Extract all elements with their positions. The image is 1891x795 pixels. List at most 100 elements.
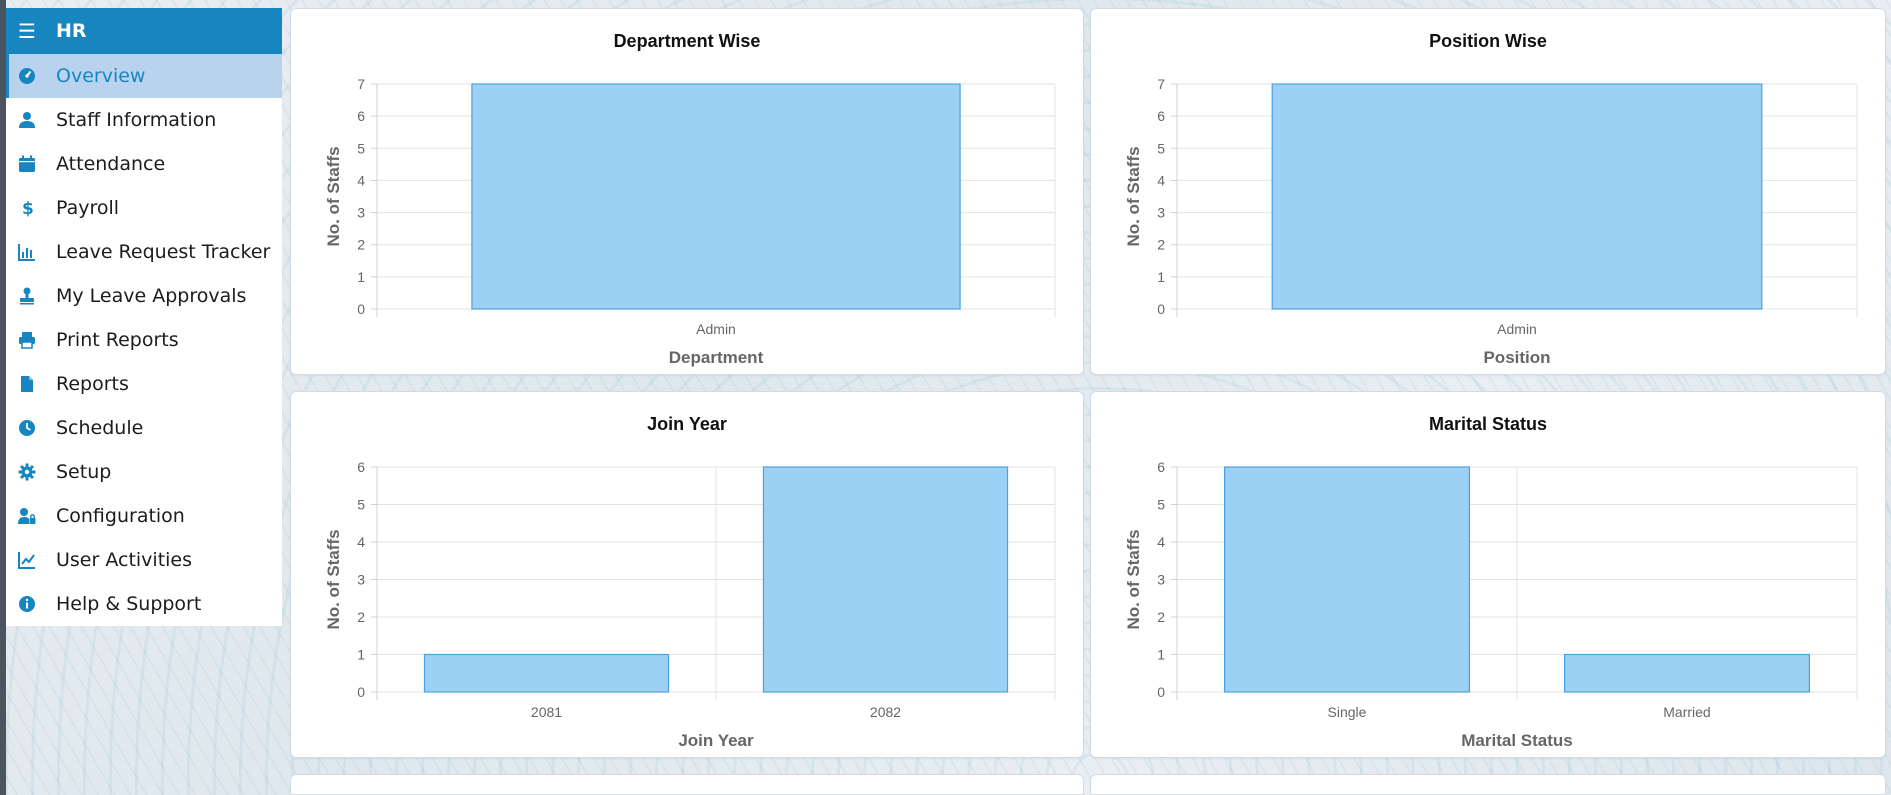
x-axis-title: Join Year bbox=[678, 731, 754, 750]
y-tick-label: 1 bbox=[357, 647, 365, 663]
sidebar-item-setup[interactable]: Setup bbox=[6, 450, 282, 494]
chart-title: Join Year bbox=[647, 414, 727, 434]
sidebar-item-label: Print Reports bbox=[56, 329, 179, 351]
y-tick-label: 6 bbox=[357, 108, 365, 124]
y-tick-label: 5 bbox=[357, 497, 365, 513]
y-tick-label: 4 bbox=[1157, 172, 1165, 188]
sidebar-item-label: Leave Request Tracker bbox=[56, 241, 271, 263]
sidebar-item-overview[interactable]: Overview bbox=[6, 54, 282, 98]
stamp-icon bbox=[16, 285, 38, 307]
department-bar-chart: 0 1 2 3 4 5 6 7 Admin Department No. of Staffs bbox=[324, 76, 1056, 367]
sidebar-item-payroll[interactable]: $ Payroll bbox=[6, 186, 282, 230]
x-tick-label: Admin bbox=[696, 321, 736, 337]
y-tick-label: 0 bbox=[1157, 301, 1165, 317]
hamburger-icon[interactable]: ☰ bbox=[18, 19, 36, 43]
sidebar-item-user-activities[interactable]: User Activities bbox=[6, 538, 282, 582]
user-lock-icon bbox=[16, 505, 38, 527]
y-tick-label: 4 bbox=[357, 172, 365, 188]
sidebar-item-configuration[interactable]: Configuration bbox=[6, 494, 282, 538]
y-tick-label: 0 bbox=[1157, 684, 1165, 700]
y-tick-label: 5 bbox=[1157, 497, 1165, 513]
x-tick-label: 2082 bbox=[870, 704, 901, 720]
join-year-bar-chart: 0 1 2 3 4 5 6 2081 2082 Join Year No. of Staffs bbox=[324, 459, 1056, 750]
sidebar-title: HR bbox=[56, 20, 87, 42]
bar-married[interactable] bbox=[1564, 653, 1811, 693]
bar-admin[interactable] bbox=[471, 83, 961, 310]
sidebar-item-label: Help & Support bbox=[56, 593, 202, 615]
sidebar-item-label: Reports bbox=[56, 373, 129, 395]
sidebar-item-leave-request-tracker[interactable]: Leave Request Tracker bbox=[6, 230, 282, 274]
printer-icon bbox=[16, 329, 38, 351]
y-tick-label: 2 bbox=[357, 237, 365, 253]
position-bar-chart: 0 1 2 3 4 5 6 7 Admin Position No. of Staffs bbox=[1124, 76, 1858, 367]
x-tick-label: Single bbox=[1328, 704, 1367, 720]
sidebar-item-label: Configuration bbox=[56, 505, 185, 527]
y-tick-label: 6 bbox=[357, 459, 365, 475]
x-axis-title: Position bbox=[1483, 348, 1550, 367]
clock-icon bbox=[16, 417, 38, 439]
chart-card-position: Position Wise 0 1 2 3 4 5 6 7 Admin Position No. o… bbox=[1090, 8, 1886, 375]
y-tick-label: 3 bbox=[357, 572, 365, 588]
y-tick-label: 6 bbox=[1157, 459, 1165, 475]
bar-chart-icon bbox=[16, 241, 38, 263]
y-tick-label: 3 bbox=[1157, 572, 1165, 588]
chart-card-partial bbox=[1090, 774, 1886, 795]
y-tick-label: 6 bbox=[1157, 108, 1165, 124]
bar-2082[interactable] bbox=[762, 466, 1009, 693]
y-tick-label: 7 bbox=[357, 76, 365, 92]
y-axis-title: No. of Staffs bbox=[1124, 146, 1143, 246]
y-tick-label: 3 bbox=[1157, 205, 1165, 221]
y-tick-label: 2 bbox=[357, 609, 365, 625]
bar-admin[interactable] bbox=[1271, 83, 1763, 310]
y-tick-label: 3 bbox=[357, 205, 365, 221]
file-icon bbox=[16, 373, 38, 395]
window-edge bbox=[0, 0, 6, 795]
chart-card-department: Department Wise 0 1 2 3 4 5 6 7 Admin Department N… bbox=[290, 8, 1084, 375]
gear-icon bbox=[16, 461, 38, 483]
y-axis-title: No. of Staffs bbox=[324, 146, 343, 246]
marital-status-bar-chart: 0 1 2 3 4 5 6 Single Married Marital Status No. of… bbox=[1124, 459, 1858, 750]
sidebar-item-label: Attendance bbox=[56, 153, 166, 175]
sidebar-item-label: Staff Information bbox=[56, 109, 217, 131]
chart-card-marital-status: Marital Status 0 1 2 3 4 5 6 Single Married Marit… bbox=[1090, 391, 1886, 758]
chart-title: Position Wise bbox=[1429, 31, 1547, 51]
y-tick-label: 0 bbox=[357, 684, 365, 700]
sidebar-item-label: Payroll bbox=[56, 197, 120, 219]
y-tick-label: 7 bbox=[1157, 76, 1165, 92]
line-chart-icon bbox=[16, 549, 38, 571]
sidebar-item-attendance[interactable]: Attendance bbox=[6, 142, 282, 186]
chart-title: Marital Status bbox=[1428, 414, 1548, 434]
sidebar-item-schedule[interactable]: Schedule bbox=[6, 406, 282, 450]
dashboard-icon bbox=[16, 65, 38, 87]
y-tick-label: 0 bbox=[357, 301, 365, 317]
y-tick-label: 5 bbox=[357, 140, 365, 156]
x-tick-label: Admin bbox=[1497, 321, 1537, 337]
bar-single[interactable] bbox=[1224, 466, 1471, 693]
sidebar-item-help-support[interactable]: Help & Support bbox=[6, 582, 282, 626]
x-tick-label: 2081 bbox=[531, 704, 562, 720]
bar-2081[interactable] bbox=[423, 653, 670, 693]
sidebar-item-reports[interactable]: Reports bbox=[6, 362, 282, 406]
sidebar-item-my-leave-approvals[interactable]: My Leave Approvals bbox=[6, 274, 282, 318]
user-icon bbox=[16, 109, 38, 131]
svg-text:$: $ bbox=[22, 199, 34, 217]
sidebar-item-print-reports[interactable]: Print Reports bbox=[6, 318, 282, 362]
chart-title: Department Wise bbox=[613, 31, 761, 51]
y-axis-title: No. of Staffs bbox=[1124, 529, 1143, 629]
calendar-icon bbox=[16, 153, 38, 175]
sidebar-header[interactable]: ☰ HR bbox=[6, 8, 282, 54]
sidebar-item-staff-information[interactable]: Staff Information bbox=[6, 98, 282, 142]
sidebar-item-label: User Activities bbox=[56, 549, 193, 571]
y-tick-label: 2 bbox=[1157, 237, 1165, 253]
y-axis-title: No. of Staffs bbox=[324, 529, 343, 629]
sidebar-item-label: Schedule bbox=[56, 417, 144, 439]
x-axis-title: Department bbox=[669, 348, 764, 367]
info-icon bbox=[16, 593, 38, 615]
chart-card-join-year: Join Year 0 1 2 3 4 5 6 2081 2082 Join Year No. of… bbox=[290, 391, 1084, 758]
chart-card-partial bbox=[290, 774, 1084, 795]
dollar-icon: $ bbox=[16, 197, 38, 219]
y-tick-label: 2 bbox=[1157, 609, 1165, 625]
sidebar-item-label: Overview bbox=[56, 65, 146, 87]
x-axis-title: Marital Status bbox=[1461, 731, 1572, 750]
sidebar: ☰ HR Overview Staff Information Attendance… bbox=[6, 8, 282, 626]
